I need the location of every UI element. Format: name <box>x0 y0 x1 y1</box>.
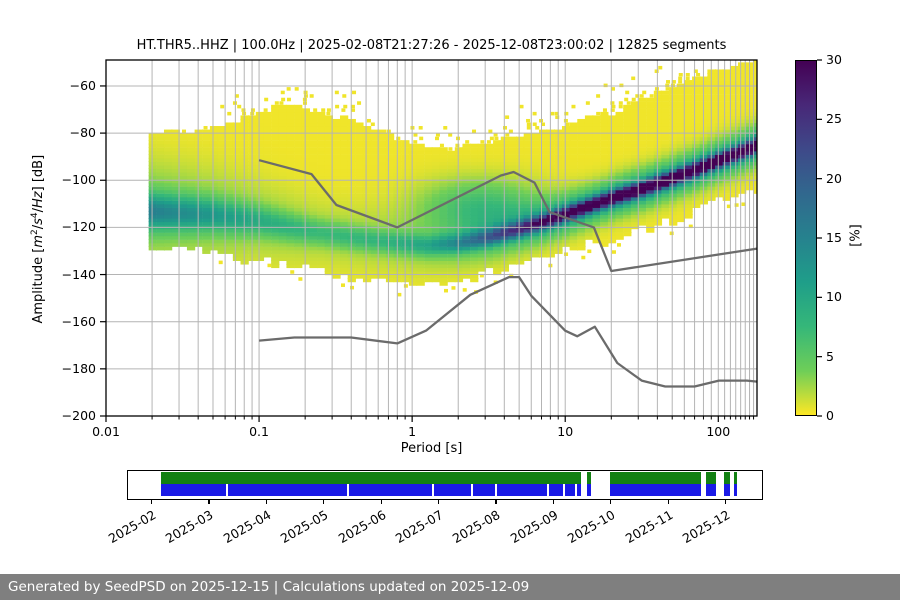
x-axis-label: Period [s] <box>400 441 463 456</box>
coverage-gap-line <box>547 483 550 497</box>
y-tick-label: −60 <box>69 77 96 93</box>
month-tick-label: 2025-04 <box>220 507 274 547</box>
coverage-gap-line <box>471 483 474 497</box>
y-axis-label: Amplitude [m2/s4/Hz] [dB] <box>29 154 47 324</box>
month-tick <box>208 500 210 504</box>
month-tick-label: 2025-09 <box>507 507 561 547</box>
colorbar-tick-label: 20 <box>826 170 842 186</box>
coverage-segment-green <box>733 472 737 484</box>
month-tick <box>610 500 612 504</box>
coverage-gap-line <box>432 483 435 497</box>
month-tick <box>323 500 325 504</box>
coverage-gap-line <box>562 483 565 497</box>
coverage-gap-line <box>225 483 228 497</box>
colorbar-tick-label: 15 <box>826 230 842 245</box>
coverage-gap-line <box>494 483 497 497</box>
timeline-bar <box>127 470 763 500</box>
y-tick-label: −140 <box>61 266 96 282</box>
month-tick <box>667 500 669 504</box>
colorbar-tick-label: 5 <box>826 348 834 364</box>
coverage-segment-blue <box>706 483 716 497</box>
coverage-gap-line <box>347 483 350 497</box>
month-tick <box>552 500 555 504</box>
month-tick-label: 2025-03 <box>163 507 216 547</box>
coverage-segment-green <box>587 472 592 484</box>
x-tick-label: 10 <box>557 424 574 439</box>
month-tick-label: 2025-08 <box>450 507 503 547</box>
month-tick-label: 2025-02 <box>105 507 159 547</box>
coverage-segment-blue <box>723 483 730 497</box>
colorbar-tick-label: 30 <box>826 52 842 67</box>
month-tick-label: 2025-12 <box>679 507 733 547</box>
x-tick-label: 1 <box>408 424 417 439</box>
colorbar-tick-label: 0 <box>826 408 834 423</box>
y-tick-label: −200 <box>61 408 96 423</box>
month-tick <box>725 500 727 504</box>
ppsd-heatmap-canvas <box>106 60 757 416</box>
coverage-segment-green <box>723 472 730 484</box>
coverage-segment-green <box>609 472 701 484</box>
x-tick-label: 100 <box>706 424 731 439</box>
month-tick <box>495 500 497 504</box>
y-tick-label: −80 <box>69 125 96 141</box>
footer-text: Generated by SeedPSD on 2025-12-15 | Cal… <box>8 579 530 595</box>
colorbar-tick-label: 10 <box>826 289 842 305</box>
x-tick-label: 0.1 <box>249 424 269 439</box>
y-tick-label: −180 <box>61 360 96 376</box>
month-tick-label: 2025-05 <box>277 507 331 547</box>
coverage-segment-blue <box>160 483 581 497</box>
month-tick <box>151 500 153 504</box>
coverage-segment-blue <box>587 483 592 497</box>
y-tick-label: −160 <box>61 313 96 329</box>
coverage-gap-line <box>575 483 578 497</box>
month-tick-label: 2025-07 <box>392 507 446 547</box>
footer-bar: Generated by SeedPSD on 2025-12-15 | Cal… <box>0 574 900 600</box>
y-tick-label: −120 <box>61 219 96 235</box>
plot-title: HT.THR5..HHZ | 100.0Hz | 2025-02-08T21:2… <box>136 38 727 53</box>
coverage-segment-blue <box>733 483 737 497</box>
coverage-segment-green <box>706 472 716 484</box>
x-tick-label: 0.01 <box>92 424 120 439</box>
month-tick-label: 2025-11 <box>622 507 676 547</box>
month-tick <box>380 500 382 504</box>
month-tick-label: 2025-10 <box>564 507 618 547</box>
coverage-segment-blue <box>609 483 701 497</box>
coverage-segment-green <box>160 472 581 484</box>
colorbar <box>795 60 817 416</box>
colorbar-label: [%] <box>848 224 864 247</box>
month-tick <box>438 500 440 504</box>
y-tick-label: −100 <box>61 172 96 188</box>
month-tick-label: 2025-06 <box>335 507 389 547</box>
month-tick <box>265 500 267 504</box>
colorbar-tick-label: 25 <box>826 111 842 127</box>
